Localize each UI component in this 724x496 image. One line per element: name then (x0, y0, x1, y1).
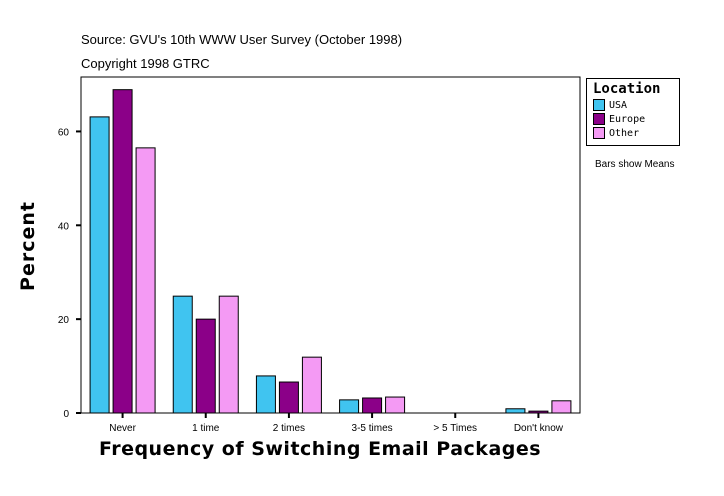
legend-item-other: Other (593, 127, 639, 139)
x-tick-label: 2 times (273, 423, 305, 434)
bar-usa (89, 116, 110, 414)
bars-note: Bars show Means (595, 159, 675, 170)
bar-usa (505, 408, 526, 414)
legend-label: Other (609, 128, 640, 139)
y-tick-label: 40 (58, 221, 70, 232)
bar-europe (112, 89, 133, 414)
x-tick-label: Never (109, 423, 136, 434)
legend-swatch (593, 99, 605, 111)
legend-swatch (593, 127, 605, 139)
bar-other (218, 295, 239, 414)
x-tick-label: 1 time (192, 423, 220, 434)
bar-usa (255, 375, 276, 414)
bar-other (551, 400, 572, 414)
legend: Location USA Europe Other (586, 78, 680, 146)
source-text: Source: GVU's 10th WWW User Survey (Octo… (81, 32, 403, 47)
y-tick-label: 0 (63, 409, 69, 420)
bar-usa (339, 399, 360, 414)
plot-area (80, 76, 581, 414)
bar-europe (362, 397, 383, 414)
bar-europe (528, 410, 549, 414)
legend-item-usa: USA (593, 99, 627, 111)
x-tick-label: > 5 Times (433, 423, 477, 434)
copyright-text: Copyright 1998 GTRC (81, 56, 210, 71)
bar-europe (278, 381, 299, 414)
x-tick-label: 3-5 times (352, 423, 393, 434)
y-tick-label: 20 (58, 315, 70, 326)
bar-europe (195, 318, 216, 414)
bar-other (385, 396, 406, 414)
x-axis-label: Frequency of Switching Email Packages (98, 438, 542, 460)
legend-label: USA (609, 100, 628, 111)
legend-label: Europe (609, 114, 646, 125)
legend-title: Location (593, 81, 661, 97)
bar-other (301, 356, 322, 414)
legend-swatch (593, 113, 605, 125)
bar-other (135, 147, 156, 414)
y-axis-label: Percent (17, 201, 39, 291)
bar-usa (172, 295, 193, 414)
x-tick-label: Don't know (514, 423, 564, 434)
legend-item-europe: Europe (593, 113, 645, 125)
y-tick-label: 60 (58, 127, 70, 138)
